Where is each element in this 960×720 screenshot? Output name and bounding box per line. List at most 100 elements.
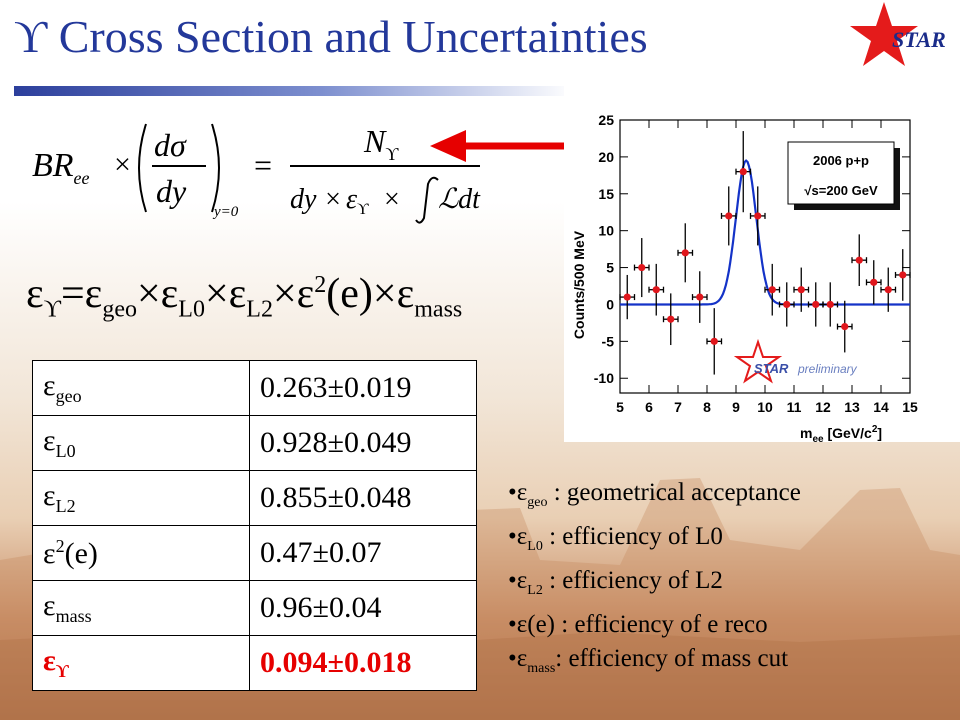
data-point <box>793 267 810 312</box>
list-item: •εL0 : efficiency of L0 <box>508 523 723 554</box>
red-arrow-icon <box>430 130 578 162</box>
table-key: εL0 <box>32 415 250 471</box>
data-point <box>735 131 752 213</box>
table-row: ε2(e) 0.47±0.07 <box>32 525 477 581</box>
svg-text:=: = <box>254 147 272 183</box>
mass-spectrum-chart: 5 6 7 8 9 10 11 12 13 14 15 -10 -5 0 5 10 15 20 25 2006 p+… <box>571 112 918 445</box>
table-value: 0.96±0.04 <box>249 580 477 636</box>
formula-br-sub: ee <box>74 168 90 188</box>
x-tick-label: 11 <box>787 399 802 415</box>
x-tick-label: 15 <box>902 399 918 415</box>
x-tick-label: 14 <box>873 399 889 415</box>
table-row-total: εϒ 0.094±0.018 <box>32 635 477 691</box>
data-point <box>851 234 868 287</box>
formula-numerator: N <box>363 123 387 159</box>
svg-text:BRee: BRee <box>32 147 90 188</box>
formula-br: BR <box>32 147 74 184</box>
y-tick-label: -5 <box>602 333 615 349</box>
data-point <box>807 282 824 327</box>
x-tick-label: 6 <box>645 399 653 415</box>
info-box-line1: 2006 p+p <box>813 153 869 168</box>
table-key: εgeo <box>32 360 250 416</box>
table-key: εL2 <box>32 470 250 526</box>
title-text: Cross Section and Uncertainties <box>58 11 648 62</box>
upsilon-symbol: ϒ <box>14 11 48 62</box>
table-row: εL0 0.928±0.049 <box>32 415 477 471</box>
list-item: •εgeo : geometrical acceptance <box>508 479 801 510</box>
data-point <box>764 263 781 316</box>
y-axis-label: Counts/500 MeV <box>571 230 587 339</box>
table-key: εϒ <box>32 635 250 691</box>
x-tick-label: 13 <box>844 399 860 415</box>
data-point <box>619 274 636 320</box>
efficiency-table: εgeo 0.263±0.019 εL0 0.928±0.049 εL2 0.8… <box>32 360 477 691</box>
efficiency-legend: •εgeo : geometrical acceptance •εL0 : ef… <box>508 476 801 686</box>
star-logo-star-icon <box>850 2 918 66</box>
x-tick-label: 10 <box>757 399 773 415</box>
x-tick-label: 12 <box>815 399 831 415</box>
info-box-line2: √s=200 GeV <box>804 183 878 198</box>
svg-text:×: × <box>114 148 131 181</box>
formula-y0: y=0 <box>212 204 239 220</box>
y-tick-label: 15 <box>598 186 614 202</box>
watermark-star-icon <box>733 338 783 384</box>
formula-den-dy: dy × <box>290 184 342 215</box>
data-point <box>691 271 708 323</box>
star-preliminary-watermark: STAR preliminary <box>733 338 858 384</box>
data-point <box>894 249 911 301</box>
data-point <box>706 308 723 375</box>
y-tick-label: 25 <box>598 112 614 128</box>
star-logo-text: STAR <box>892 27 946 52</box>
x-tick-label: 9 <box>732 399 740 415</box>
efficiency-equation: εϒ=εgeo×εL0×εL2×ε2(e)×εmass <box>26 271 463 323</box>
table-key: ε2(e) <box>32 525 250 581</box>
formula-den-eps-sub: ϒ <box>357 201 369 218</box>
star-logo: STAR <box>850 2 946 66</box>
data-point <box>720 186 737 246</box>
table-value: 0.928±0.049 <box>249 415 477 471</box>
list-item: •εmass: efficiency of mass cut <box>508 645 789 676</box>
data-point <box>822 282 839 327</box>
data-point <box>648 263 665 316</box>
svg-text:Nϒ: Nϒ <box>363 123 399 164</box>
data-point <box>677 223 694 283</box>
x-tick-label: 5 <box>616 399 624 415</box>
integral-icon <box>415 176 439 224</box>
data-point <box>865 260 882 305</box>
svg-text:εϒ: εϒ <box>346 184 369 218</box>
list-item: •εL2 : efficiency of L2 <box>508 567 723 598</box>
y-tick-label: -10 <box>594 370 614 386</box>
invariant-mass-plot: 5 6 7 8 9 10 11 12 13 14 15 -10 -5 0 5 10 15 20 25 2006 p+… <box>564 70 960 445</box>
table-row: εmass 0.96±0.04 <box>32 580 477 636</box>
y-tick-label: 5 <box>606 260 614 276</box>
formula-dsigma: dσ <box>154 127 187 163</box>
data-point <box>633 238 650 298</box>
watermark-preliminary: preliminary <box>797 362 858 376</box>
gaussian-fit-line <box>620 159 910 306</box>
info-box: 2006 p+p √s=200 GeV <box>787 141 900 210</box>
y-tick-label: 20 <box>598 149 614 165</box>
list-item: •ε(e) : efficiency of e reco <box>508 611 768 638</box>
data-point <box>836 300 853 353</box>
table-value: 0.094±0.018 <box>249 635 477 691</box>
y-tick-label: 10 <box>598 223 614 239</box>
cross-section-formula: BRee × dσ dy y=0 = Nϒ dy × εϒ × ℒdt <box>32 123 481 224</box>
x-tick-label: 8 <box>703 399 711 415</box>
data-point <box>778 282 795 327</box>
title-underline <box>14 86 574 96</box>
formula-den-lumi: ℒdt <box>438 184 481 215</box>
formula-den-eps: ε <box>346 184 357 215</box>
slide-title: ϒ Cross Section and Uncertainties <box>14 10 648 63</box>
x-axis-label: mee [GeV/c2] <box>800 424 882 442</box>
x-tick-label: 7 <box>674 399 682 415</box>
table-value: 0.855±0.048 <box>249 470 477 526</box>
data-point <box>749 186 766 246</box>
formula-numerator-sub: ϒ <box>385 144 399 164</box>
table-key: εmass <box>32 580 250 636</box>
table-value: 0.263±0.019 <box>249 360 477 416</box>
table-row: εgeo 0.263±0.019 <box>32 360 477 416</box>
watermark-star: STAR <box>754 361 789 376</box>
data-point <box>880 267 897 312</box>
y-tick-label: 0 <box>606 296 614 312</box>
formula-den-times: × <box>384 184 400 215</box>
